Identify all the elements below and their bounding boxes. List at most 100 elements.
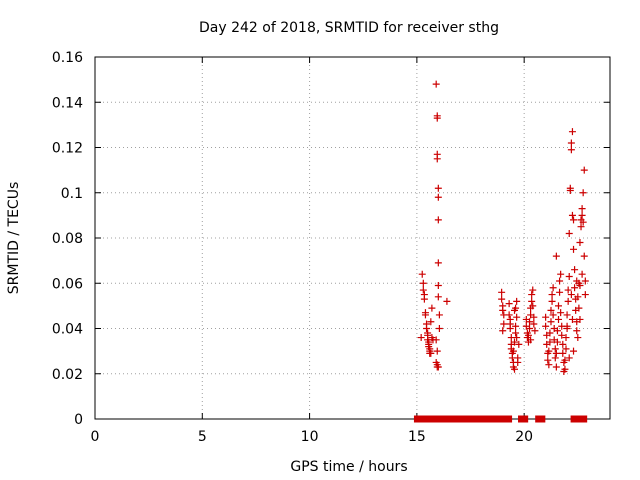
data-point bbox=[420, 295, 428, 303]
data-point bbox=[545, 347, 553, 355]
data-point bbox=[570, 216, 578, 224]
data-point bbox=[528, 297, 536, 305]
data-point bbox=[544, 356, 552, 364]
data-point bbox=[513, 297, 521, 305]
data-point bbox=[530, 320, 538, 328]
data-point bbox=[568, 128, 576, 136]
data-point bbox=[564, 286, 572, 294]
data-point bbox=[500, 320, 508, 328]
data-point bbox=[511, 306, 519, 314]
x-tick-label: 20 bbox=[515, 429, 533, 445]
data-point bbox=[571, 266, 579, 274]
zero-data-point bbox=[504, 415, 513, 423]
data-point bbox=[555, 302, 562, 310]
y-tick-label: 0.02 bbox=[52, 367, 83, 383]
y-tick-label: 0.04 bbox=[52, 322, 83, 338]
zero-data-point bbox=[520, 415, 529, 423]
chart-title: Day 242 of 2018, SRMTID for receiver sth… bbox=[199, 20, 499, 36]
data-point bbox=[514, 358, 522, 366]
data-point bbox=[524, 331, 532, 339]
data-point bbox=[565, 272, 573, 280]
data-point bbox=[576, 315, 584, 323]
data-point bbox=[434, 184, 442, 192]
data-point bbox=[578, 205, 586, 213]
data-point bbox=[417, 334, 425, 342]
data-point bbox=[529, 302, 537, 310]
data-point bbox=[567, 291, 575, 299]
data-point bbox=[434, 193, 442, 201]
data-point bbox=[546, 329, 554, 337]
x-tick-label: 15 bbox=[408, 429, 426, 445]
data-point bbox=[557, 270, 565, 278]
data-point bbox=[432, 336, 440, 344]
data-point bbox=[433, 347, 441, 355]
data-point bbox=[561, 365, 569, 373]
data-point bbox=[576, 282, 584, 290]
data-point bbox=[562, 334, 570, 342]
data-point bbox=[580, 252, 588, 260]
data-point bbox=[559, 349, 567, 357]
x-tick-label: 10 bbox=[301, 429, 319, 445]
data-point bbox=[527, 336, 535, 344]
data-point bbox=[511, 365, 519, 373]
data-point bbox=[427, 349, 435, 357]
data-point bbox=[418, 270, 426, 278]
data-points bbox=[413, 80, 589, 423]
data-point bbox=[434, 259, 442, 267]
zero-data-point bbox=[418, 415, 427, 423]
data-point bbox=[542, 313, 550, 321]
y-tick-label: 0.08 bbox=[52, 231, 83, 247]
data-point bbox=[566, 184, 574, 192]
data-point bbox=[574, 293, 582, 301]
data-point bbox=[546, 338, 554, 346]
data-point bbox=[578, 211, 586, 219]
data-point bbox=[553, 327, 561, 335]
data-point bbox=[511, 338, 519, 346]
data-point bbox=[574, 334, 582, 342]
data-point bbox=[498, 295, 506, 303]
data-point bbox=[578, 270, 586, 278]
data-point bbox=[581, 291, 589, 299]
data-point bbox=[564, 297, 572, 305]
data-point bbox=[506, 325, 514, 332]
y-tick-label: 0.14 bbox=[52, 95, 83, 111]
data-point bbox=[567, 139, 575, 147]
data-point bbox=[567, 146, 575, 154]
data-point bbox=[561, 356, 569, 364]
data-point bbox=[428, 304, 436, 312]
x-tick-label: 5 bbox=[198, 429, 207, 445]
data-point bbox=[499, 306, 507, 314]
data-point bbox=[421, 311, 429, 319]
y-tick-label: 0.06 bbox=[52, 276, 83, 292]
data-point bbox=[551, 345, 559, 353]
data-point bbox=[513, 313, 521, 321]
data-point bbox=[553, 338, 561, 346]
data-point bbox=[552, 363, 560, 371]
data-point bbox=[528, 291, 536, 299]
data-point bbox=[573, 327, 581, 335]
data-point bbox=[568, 315, 576, 323]
data-point bbox=[433, 361, 441, 369]
data-point bbox=[580, 166, 588, 174]
data-point bbox=[509, 347, 517, 355]
data-point bbox=[435, 311, 443, 319]
data-point bbox=[563, 311, 571, 319]
data-point bbox=[557, 309, 565, 317]
data-point bbox=[555, 315, 562, 323]
data-point bbox=[513, 334, 521, 342]
data-point bbox=[530, 313, 538, 321]
x-axis-label: GPS time / hours bbox=[290, 459, 407, 475]
data-point bbox=[575, 304, 583, 312]
data-point bbox=[512, 322, 520, 330]
data-point bbox=[547, 306, 555, 314]
data-point bbox=[531, 327, 539, 335]
data-point bbox=[570, 245, 578, 253]
data-point bbox=[570, 347, 578, 355]
data-point bbox=[443, 297, 451, 305]
y-tick-label: 0.12 bbox=[52, 141, 83, 157]
data-point bbox=[526, 325, 534, 332]
data-point bbox=[548, 291, 556, 299]
data-point bbox=[512, 329, 520, 337]
data-point bbox=[552, 252, 560, 260]
data-point bbox=[434, 282, 442, 290]
